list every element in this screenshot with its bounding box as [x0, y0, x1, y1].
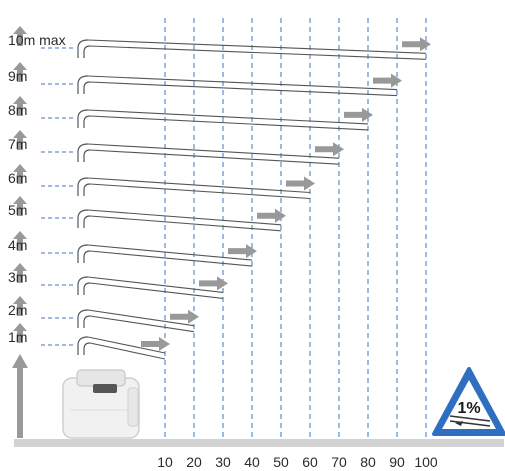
height-label-3: 3m: [8, 269, 27, 285]
horizontal-flow-arrow-icon: [228, 244, 257, 259]
lift-step-arrow-icon: [13, 130, 27, 138]
lift-step-arrow-icon: [13, 196, 27, 204]
distance-tick-40: 40: [244, 454, 260, 470]
horizontal-flow-arrow-icon: [373, 73, 402, 88]
lift-step-arrow-icon: [13, 26, 27, 34]
height-label-7: 7m: [8, 136, 27, 152]
height-label-8: 8m: [8, 102, 27, 118]
horizontal-flow-arrow-icon: [170, 309, 199, 324]
distance-tick-30: 30: [215, 454, 231, 470]
distance-tick-60: 60: [302, 454, 318, 470]
distance-tick-80: 80: [360, 454, 376, 470]
vertical-lift-arrow-icon: [12, 354, 28, 438]
lift-step-arrow-icon: [13, 164, 27, 172]
height-label-9: 9m: [8, 68, 27, 84]
distance-tick-70: 70: [331, 454, 347, 470]
height-label-10: 10m max: [8, 32, 66, 48]
distance-axis: 10 20 30 40 50 60 70 80 90 100: [157, 454, 438, 470]
horizontal-flow-arrow-icon: [199, 276, 228, 291]
horizontal-flow-arrow-icon: [315, 142, 344, 157]
distance-tick-90: 90: [389, 454, 405, 470]
distance-tick-100: 100: [414, 454, 438, 470]
pipe-level-9: [13, 62, 402, 97]
distance-tick-10: 10: [157, 454, 173, 470]
pipe-level-7: [13, 130, 344, 165]
horizontal-flow-arrow-icon: [286, 176, 315, 191]
distance-guide-lines: [164, 18, 427, 438]
pipe-level-4: [13, 231, 257, 267]
height-label-6: 6m: [8, 170, 27, 186]
lift-step-arrow-icon: [13, 263, 27, 271]
lift-step-arrow-icon: [13, 62, 27, 70]
horizontal-flow-arrow-icon: [257, 208, 286, 223]
lift-step-arrow-icon: [13, 231, 27, 239]
pipe-level-8: [13, 96, 373, 131]
pipe-level-1: [13, 323, 170, 360]
height-label-4: 4m: [8, 237, 27, 253]
height-label-1: 1m: [8, 329, 27, 345]
horizontal-flow-arrow-icon: [402, 37, 431, 52]
distance-tick-50: 50: [273, 454, 289, 470]
ground-bar: [14, 439, 504, 447]
pipe-levels: [13, 26, 431, 360]
horizontal-flow-arrow-icon: [344, 107, 373, 122]
pipe-level-6: [13, 164, 315, 200]
slope-percentage: 1%: [457, 400, 480, 417]
horizontal-flow-arrow-icon: [141, 337, 170, 351]
height-label-2: 2m: [8, 302, 27, 318]
pipe-level-2: [13, 296, 199, 333]
pipe-level-10: [13, 26, 431, 60]
pipe-level-3: [13, 263, 228, 299]
pipe-level-5: [13, 196, 286, 232]
height-labels: 1m 2m 3m 4m 5m 6m 7m 8m 9m 10m max: [8, 32, 66, 345]
lift-step-arrow-icon: [13, 296, 27, 304]
macerator-pump-icon: [62, 369, 140, 439]
slope-warning-icon: 1%: [432, 367, 505, 436]
lift-step-arrow-icon: [13, 96, 27, 104]
lift-step-arrow-icon: [13, 323, 27, 331]
height-label-5: 5m: [8, 202, 27, 218]
distance-tick-20: 20: [186, 454, 202, 470]
